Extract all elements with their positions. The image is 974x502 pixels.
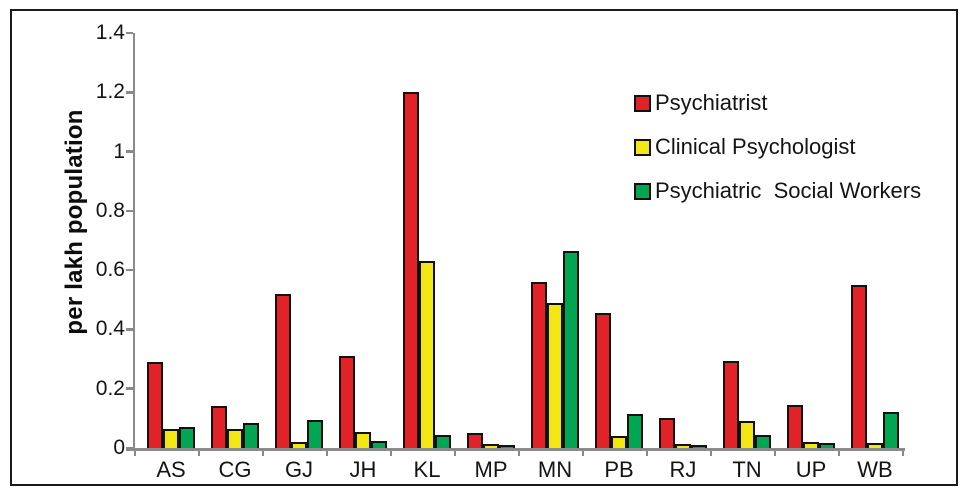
y-tick-label: 1 [113,139,125,163]
x-category-label-KL: KL [413,457,441,482]
bar-psychiatrist-TN [723,361,739,448]
bar-psychiatric-social-workers-TN [755,435,771,448]
y-axis-tick [126,387,133,390]
x-category-label-JH: JH [349,457,377,482]
bar-clinical-psychologist-KL [419,261,435,448]
y-tick-label: 1.4 [95,21,125,44]
bar-clinical-psychologist-CG [227,429,243,448]
x-category-label-GJ: GJ [284,457,314,482]
bar-psychiatrist-WB [851,285,867,448]
bar-psychiatric-social-workers-MP [499,445,515,448]
x-category-label-MN: MN [537,457,573,482]
x-category-label-MP: MP [474,457,508,482]
x-category-label-CG: CG [218,457,252,482]
x-axis-line [126,448,905,451]
x-axis-tick [325,450,329,456]
bar-psychiatric-social-workers-PB [627,414,643,448]
x-axis-tick [773,450,777,456]
bar-psychiatric-social-workers-KL [435,435,451,448]
bar-psychiatric-social-workers-MN [563,251,579,448]
bar-psychiatric-social-workers-RJ [691,445,707,448]
y-axis-line [132,33,135,451]
y-axis-tick [126,91,133,94]
bar-clinical-psychologist-MN [547,303,563,448]
y-axis-tick [126,31,133,35]
bar-psychiatric-social-workers-AS [179,427,195,448]
x-axis-tick [389,450,393,456]
x-axis-tick [709,450,713,456]
legend-swatch-icon [634,182,651,200]
legend-item-clinical-psychologist: Clinical Psychologist [634,132,921,162]
y-axis-tick [126,328,133,331]
x-axis-tick [133,450,137,456]
y-tick-label: 0 [113,436,125,459]
bar-psychiatric-social-workers-GJ [307,420,323,448]
legend-label: Clinical Psychologist [655,134,856,159]
x-axis-tick [261,450,265,456]
plot-area: 0 0.2 0.4 0.6 0.8 1 1.2 1.4 AS CG GJ JH KL MP MN PB RJ TN… [96,22,905,482]
bar-psychiatrist-MP [467,433,483,448]
bar-clinical-psychologist-AS [163,429,179,448]
x-axis-tick [197,450,201,456]
bar-psychiatrist-MN [531,282,547,448]
legend-swatch-icon [634,94,651,112]
legend: Psychiatrist Clinical Psychologist Psychia… [634,88,921,220]
x-axis-tick [581,450,585,456]
legend-label: Psychiatric Social Workers [655,178,922,203]
y-axis-tick [126,209,133,213]
y-axis-tick [126,268,133,272]
y-tick-label: 0.2 [95,376,125,400]
x-category-label-UP: UP [795,457,827,482]
x-axis-tick [645,450,649,456]
bar-psychiatric-social-workers-WB [883,412,899,448]
bar-clinical-psychologist-WB [867,443,883,448]
bar-clinical-psychologist-MP [483,444,499,448]
x-category-label-PB: PB [604,457,634,482]
legend-swatch-icon [634,138,651,156]
bar-clinical-psychologist-PB [611,436,627,448]
bar-psychiatrist-RJ [659,418,675,448]
legend-item-psychiatric-social-workers: Psychiatric Social Workers [634,176,921,206]
bar-psychiatrist-GJ [275,294,291,448]
y-tick-label: 1.2 [95,80,125,104]
y-tick-label: 0.4 [95,317,125,341]
bar-psychiatrist-JH [339,356,355,448]
bar-psychiatrist-UP [787,405,803,448]
x-axis-tick [901,450,905,456]
bar-clinical-psychologist-GJ [291,442,307,448]
x-category-label-AS: AS [156,457,186,482]
bar-psychiatric-social-workers-UP [819,443,835,448]
bar-psychiatrist-KL [403,92,419,448]
bar-clinical-psychologist-UP [803,442,819,448]
x-axis-tick [837,450,841,456]
legend-label: Psychiatrist [655,90,768,115]
y-axis-tick [126,150,133,153]
bar-clinical-psychologist-JH [355,432,371,448]
x-category-label-TN: TN [732,457,762,482]
bar-clinical-psychologist-TN [739,421,755,448]
bar-psychiatrist-CG [211,406,227,448]
x-category-label-WB: WB [857,457,893,482]
x-axis-tick [517,450,521,456]
y-axis-tick [126,446,133,450]
x-category-label-RJ: RJ [669,457,697,482]
bar-psychiatric-social-workers-JH [371,441,387,448]
legend-item-psychiatrist: Psychiatrist [634,88,921,118]
bar-psychiatrist-AS [147,362,163,448]
bar-psychiatrist-PB [595,313,611,448]
bar-clinical-psychologist-RJ [675,444,691,448]
y-tick-label: 0.6 [95,258,125,282]
y-tick-label: 0.8 [95,198,125,222]
bar-psychiatric-social-workers-CG [243,423,259,448]
x-axis-tick [453,450,457,456]
